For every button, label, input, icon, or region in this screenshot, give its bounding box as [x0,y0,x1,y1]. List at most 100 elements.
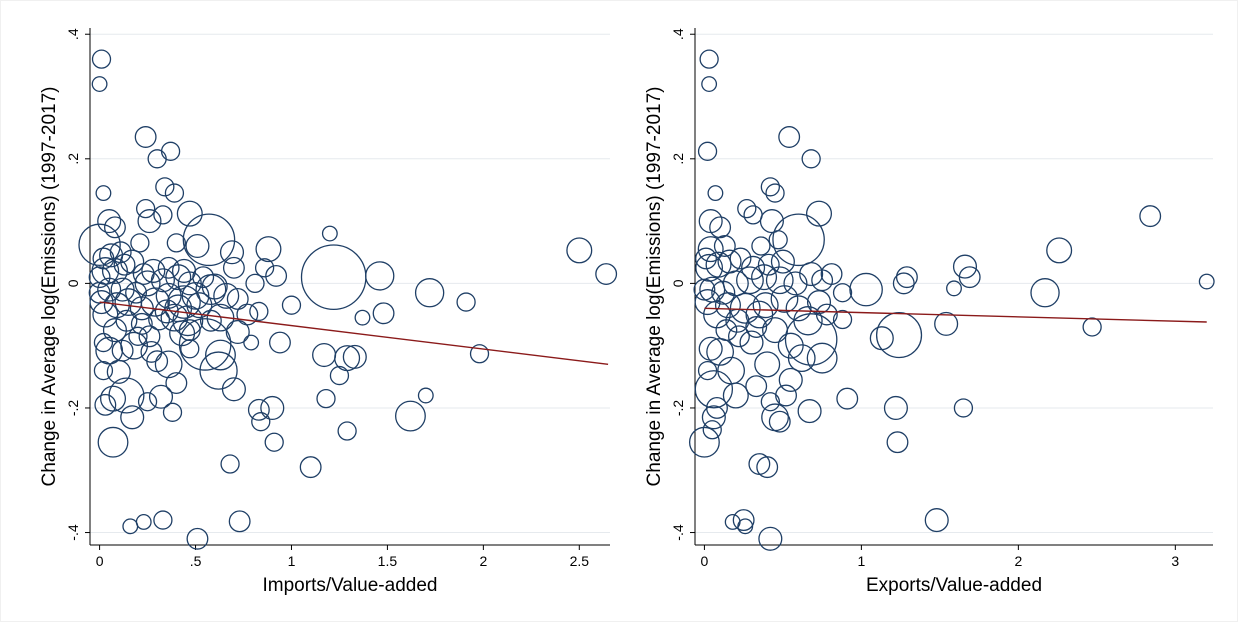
exports-data-point [737,198,757,219]
imports-x-tick-label: 2.5 [570,553,590,569]
exports-data-point [717,356,745,385]
imports-data-point [185,233,210,259]
imports-data-point [249,301,269,322]
imports-data-point [228,510,251,533]
exports-y-tick-label: -.2 [670,400,686,417]
imports-data-point [157,256,180,279]
imports-data-point [414,278,445,308]
exports-data-point [768,230,788,250]
imports-data-point [101,257,128,284]
imports-data-point [260,395,285,421]
exports-data-point [752,292,779,319]
exports-data-point [886,431,909,454]
exports-data-point [694,289,721,316]
exports-data-point [697,360,718,381]
exports-data-point [770,285,799,313]
imports-data-point [245,273,265,294]
exports-data-point [836,387,859,410]
exports-data-point [778,367,803,392]
exports-data-point [715,319,738,342]
imports-data-point [316,388,336,409]
imports-data-point [219,240,245,265]
imports-y-tick-label: -.2 [65,400,81,417]
exports-data-point [758,526,783,551]
exports-data-point [695,247,717,270]
imports-data-point [91,49,112,69]
exports-scatter-panel: -.4 -.2 0 .2 .4 0 1 2 3 Exports/Value-added Change… [644,28,1215,596]
exports-data-point [745,316,768,338]
imports-x-tick-label: .5 [190,553,202,569]
imports-data-point [342,344,367,369]
imports-data-point [269,331,291,354]
imports-data-point [201,273,228,300]
imports-data-point [130,312,153,335]
imports-data-point [220,454,240,474]
imports-data-point [165,372,188,394]
imports-data-point [254,258,275,278]
imports-data-point [155,177,175,197]
exports-data-point [832,309,853,330]
imports-data-point [394,400,426,432]
imports-data-point [186,292,213,319]
imports-data-point [417,387,434,404]
imports-data-point [153,510,173,530]
exports-data-point [958,266,981,289]
exports-data-point [1030,278,1060,308]
exports-data-point [705,251,732,278]
exports-fit-line [704,307,1207,323]
exports-data-point [869,326,894,351]
exports-data-point [762,317,789,344]
exports-data-point [695,253,724,282]
exports-data-point [806,290,832,315]
imports-data-point [199,351,238,390]
imports-data-point [566,237,593,264]
imports-data-point [95,336,124,365]
imports-data-point [166,233,186,253]
imports-scatter-panel: -.4 -.2 0 .2 .4 0 .5 1 1.5 2 2.5 Imports/Value-adde… [39,28,618,596]
imports-data-point [469,344,490,364]
exports-data-point [697,141,718,161]
exports-data-point [770,249,795,274]
imports-data-point [91,76,108,93]
imports-data-point [102,318,127,343]
imports-data-point [176,200,203,227]
exports-data-point [697,236,724,263]
imports-data-point [255,236,282,263]
exports-data-point [728,325,750,348]
exports-data-point [745,375,768,398]
imports-y-axis-label: Change in Average log(Emissions) (1997-2… [39,87,60,487]
imports-data-point [299,456,322,479]
imports-data-point [167,285,201,319]
exports-data-point [701,405,726,430]
exports-data-point [713,235,736,257]
exports-data-point [924,508,949,533]
imports-data-point [110,277,135,302]
imports-data-point [78,223,121,267]
imports-data-point [153,205,173,225]
exports-data-point [698,336,723,361]
exports-x-tick-label: 2 [1014,553,1022,569]
exports-data-point [694,370,734,409]
imports-data-point [354,309,371,326]
imports-data-point [182,213,236,267]
imports-y-tick-label: 0 [65,279,81,287]
exports-data-point [895,266,918,289]
imports-data-point [222,256,245,279]
exports-data-point [892,272,915,295]
imports-data-point [365,261,395,291]
exports-data-point [785,295,812,322]
imports-data-point [88,266,111,289]
imports-y-tick-label: .2 [65,153,81,165]
imports-data-point [113,253,136,276]
exports-data-point [801,149,821,169]
exports-data-point [739,330,764,355]
imports-data-point [221,377,246,402]
exports-data-point [707,185,724,202]
imports-data-point [94,393,117,416]
imports-data-point [226,288,249,310]
imports-y-tick-label: .4 [65,28,81,40]
exports-data-point [729,292,761,324]
imports-data-point [281,295,302,315]
exports-data-point [953,398,974,418]
exports-data-point [1046,237,1073,264]
